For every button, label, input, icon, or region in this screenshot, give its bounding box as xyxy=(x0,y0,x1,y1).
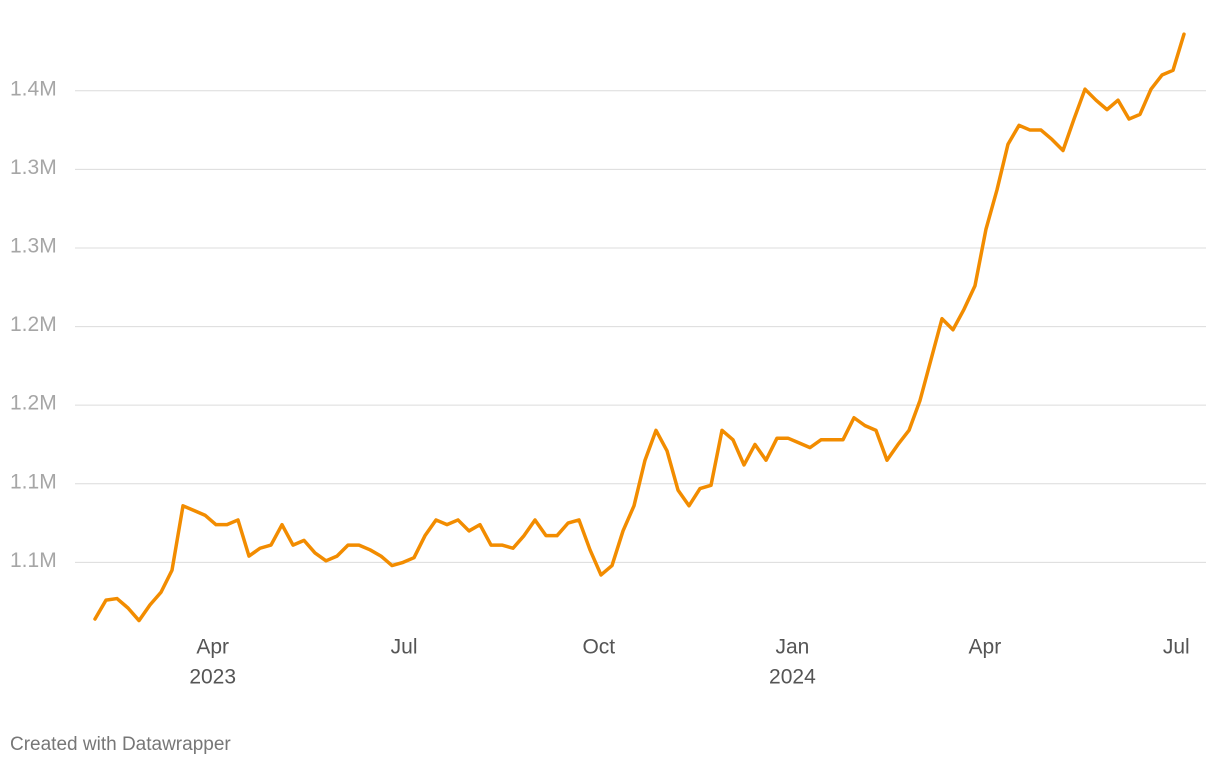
footer: Created with Datawrapper xyxy=(10,734,231,755)
y-tick-label: 1.2M xyxy=(10,392,57,415)
y-tick-label: 1.2M xyxy=(10,313,57,336)
y-tick-label: 1.1M xyxy=(10,470,57,493)
grid: 1.1M 1.1M 1.2M 1.2M 1.3M 1.3M 1.4M Apr 2023 Jul Oc… xyxy=(10,77,1206,689)
data-line xyxy=(93,32,1186,623)
x-tick-label: Jan xyxy=(775,636,809,659)
x-tick-label: Jul xyxy=(391,636,418,659)
x-tick-label: Oct xyxy=(582,636,615,659)
x-tick-year: 2024 xyxy=(769,666,816,689)
y-tick-label: 1.3M xyxy=(10,156,57,179)
x-tick-label: Apr xyxy=(969,636,1002,659)
x-tick-label: Jul xyxy=(1163,636,1190,659)
y-tick-label: 1.3M xyxy=(10,235,57,258)
y-tick-label: 1.4M xyxy=(10,77,57,100)
y-tick-label: 1.1M xyxy=(10,549,57,572)
plot xyxy=(93,32,1186,623)
x-tick-year: 2023 xyxy=(189,666,236,689)
x-tick-label: Apr xyxy=(196,636,229,659)
